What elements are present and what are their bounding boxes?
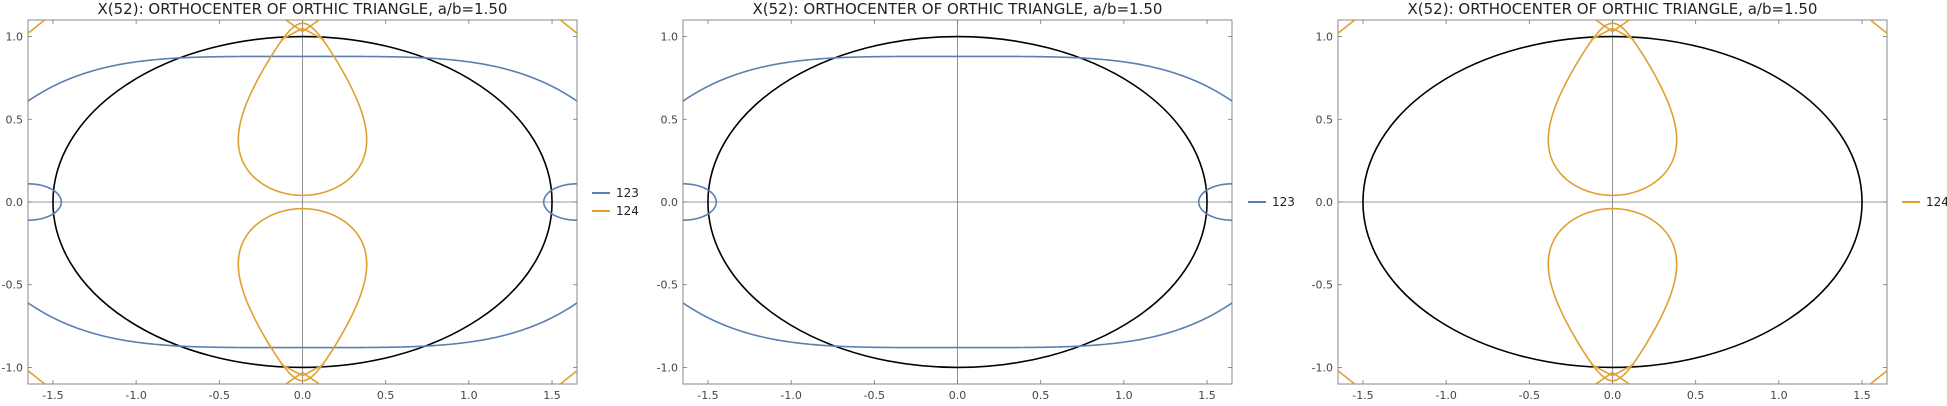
y-tick-label: 1.0 bbox=[1316, 31, 1334, 44]
x-tick-label: -1.5 bbox=[697, 389, 718, 402]
series-124-line bbox=[1612, 20, 1630, 33]
x-tick-label: 0.0 bbox=[1604, 389, 1622, 402]
y-tick-label: -1.0 bbox=[2, 361, 23, 374]
legend-label-123: 123 bbox=[1272, 195, 1295, 209]
y-tick-label: -0.5 bbox=[2, 279, 23, 292]
series-124-line bbox=[1338, 20, 1356, 34]
reference-ellipse bbox=[707, 35, 1208, 369]
x-tick-label: -1.0 bbox=[1435, 389, 1456, 402]
y-tick-label: 0.5 bbox=[1316, 113, 1334, 126]
chart-title: X(52): ORTHOCENTER OF ORTHIC TRIANGLE, a… bbox=[1408, 0, 1818, 18]
x-tick-label: 0.0 bbox=[294, 389, 312, 402]
series-124-line bbox=[1590, 363, 1635, 377]
series-124-line bbox=[302, 371, 320, 384]
y-tick-label: 0.0 bbox=[661, 196, 679, 209]
series-124-line bbox=[28, 370, 46, 384]
series-124-line bbox=[280, 363, 325, 377]
plot-area bbox=[1338, 20, 1887, 384]
series-123-line bbox=[1197, 183, 1232, 221]
x-tick-label: 1.0 bbox=[460, 389, 478, 402]
y-tick-label: -1.0 bbox=[1312, 361, 1333, 374]
chart-panel-1: X(52): ORTHOCENTER OF ORTHIC TRIANGLE, a… bbox=[2, 0, 639, 402]
series-124-line bbox=[280, 27, 325, 41]
y-tick-label: -0.5 bbox=[657, 279, 678, 292]
series-123-line bbox=[683, 183, 718, 221]
legend-label-124: 124 bbox=[616, 204, 639, 218]
series-124-line bbox=[1547, 207, 1678, 382]
y-tick-label: 0.0 bbox=[6, 196, 24, 209]
series-124-line bbox=[237, 207, 368, 382]
plot-area bbox=[683, 35, 1232, 369]
series-124-line bbox=[1590, 27, 1635, 41]
x-tick-label: -1.5 bbox=[42, 389, 63, 402]
legend-label-123: 123 bbox=[616, 186, 639, 200]
series-123-line bbox=[28, 302, 577, 349]
x-tick-label: 0.5 bbox=[1032, 389, 1050, 402]
series-124-line bbox=[285, 20, 303, 33]
series-124-line bbox=[302, 20, 320, 33]
plot-area bbox=[28, 20, 577, 384]
series-123-line bbox=[683, 302, 1232, 349]
x-tick-label: 1.5 bbox=[1853, 389, 1871, 402]
series-123-line bbox=[28, 183, 63, 221]
x-tick-label: -0.5 bbox=[209, 389, 230, 402]
y-tick-label: 0.5 bbox=[661, 113, 679, 126]
x-tick-label: -1.0 bbox=[780, 389, 801, 402]
reference-ellipse bbox=[52, 35, 553, 369]
series-124-line bbox=[1547, 22, 1678, 197]
series-124-line bbox=[285, 371, 303, 384]
series-123-line bbox=[542, 183, 577, 221]
series-124-line bbox=[559, 20, 577, 34]
y-tick-label: 0.5 bbox=[6, 113, 24, 126]
chart-panel-3: X(52): ORTHOCENTER OF ORTHIC TRIANGLE, a… bbox=[1312, 0, 1947, 402]
series-124-line bbox=[1595, 20, 1613, 33]
series-123-line bbox=[683, 55, 1232, 102]
series-124-line bbox=[1869, 370, 1887, 384]
series-124-line bbox=[237, 22, 368, 197]
legend-label-124: 124 bbox=[1926, 195, 1947, 209]
x-tick-label: -0.5 bbox=[1519, 389, 1540, 402]
x-tick-label: -0.5 bbox=[864, 389, 885, 402]
x-tick-label: -1.0 bbox=[125, 389, 146, 402]
series-124-line bbox=[1338, 370, 1356, 384]
x-tick-label: 1.5 bbox=[543, 389, 561, 402]
series-124-line bbox=[1595, 371, 1613, 384]
x-tick-label: 1.5 bbox=[1198, 389, 1216, 402]
x-tick-label: 0.0 bbox=[949, 389, 967, 402]
y-tick-label: -1.0 bbox=[657, 361, 678, 374]
series-124-line bbox=[559, 370, 577, 384]
series-124-line bbox=[1869, 20, 1887, 34]
series-124-line bbox=[28, 20, 46, 34]
chart-title: X(52): ORTHOCENTER OF ORTHIC TRIANGLE, a… bbox=[98, 0, 508, 18]
y-tick-label: 0.0 bbox=[1316, 196, 1334, 209]
x-tick-label: 0.5 bbox=[377, 389, 395, 402]
y-tick-label: 1.0 bbox=[661, 31, 679, 44]
y-tick-label: -0.5 bbox=[1312, 279, 1333, 292]
series-123-line bbox=[28, 55, 577, 102]
x-tick-label: 1.0 bbox=[1770, 389, 1788, 402]
series-124-line bbox=[1612, 371, 1630, 384]
x-tick-label: -1.5 bbox=[1352, 389, 1373, 402]
chart-panel-2: X(52): ORTHOCENTER OF ORTHIC TRIANGLE, a… bbox=[657, 0, 1295, 402]
x-tick-label: 1.0 bbox=[1115, 389, 1133, 402]
x-tick-label: 0.5 bbox=[1687, 389, 1705, 402]
chart-title: X(52): ORTHOCENTER OF ORTHIC TRIANGLE, a… bbox=[753, 0, 1163, 18]
reference-ellipse bbox=[1362, 35, 1863, 369]
y-tick-label: 1.0 bbox=[6, 31, 24, 44]
